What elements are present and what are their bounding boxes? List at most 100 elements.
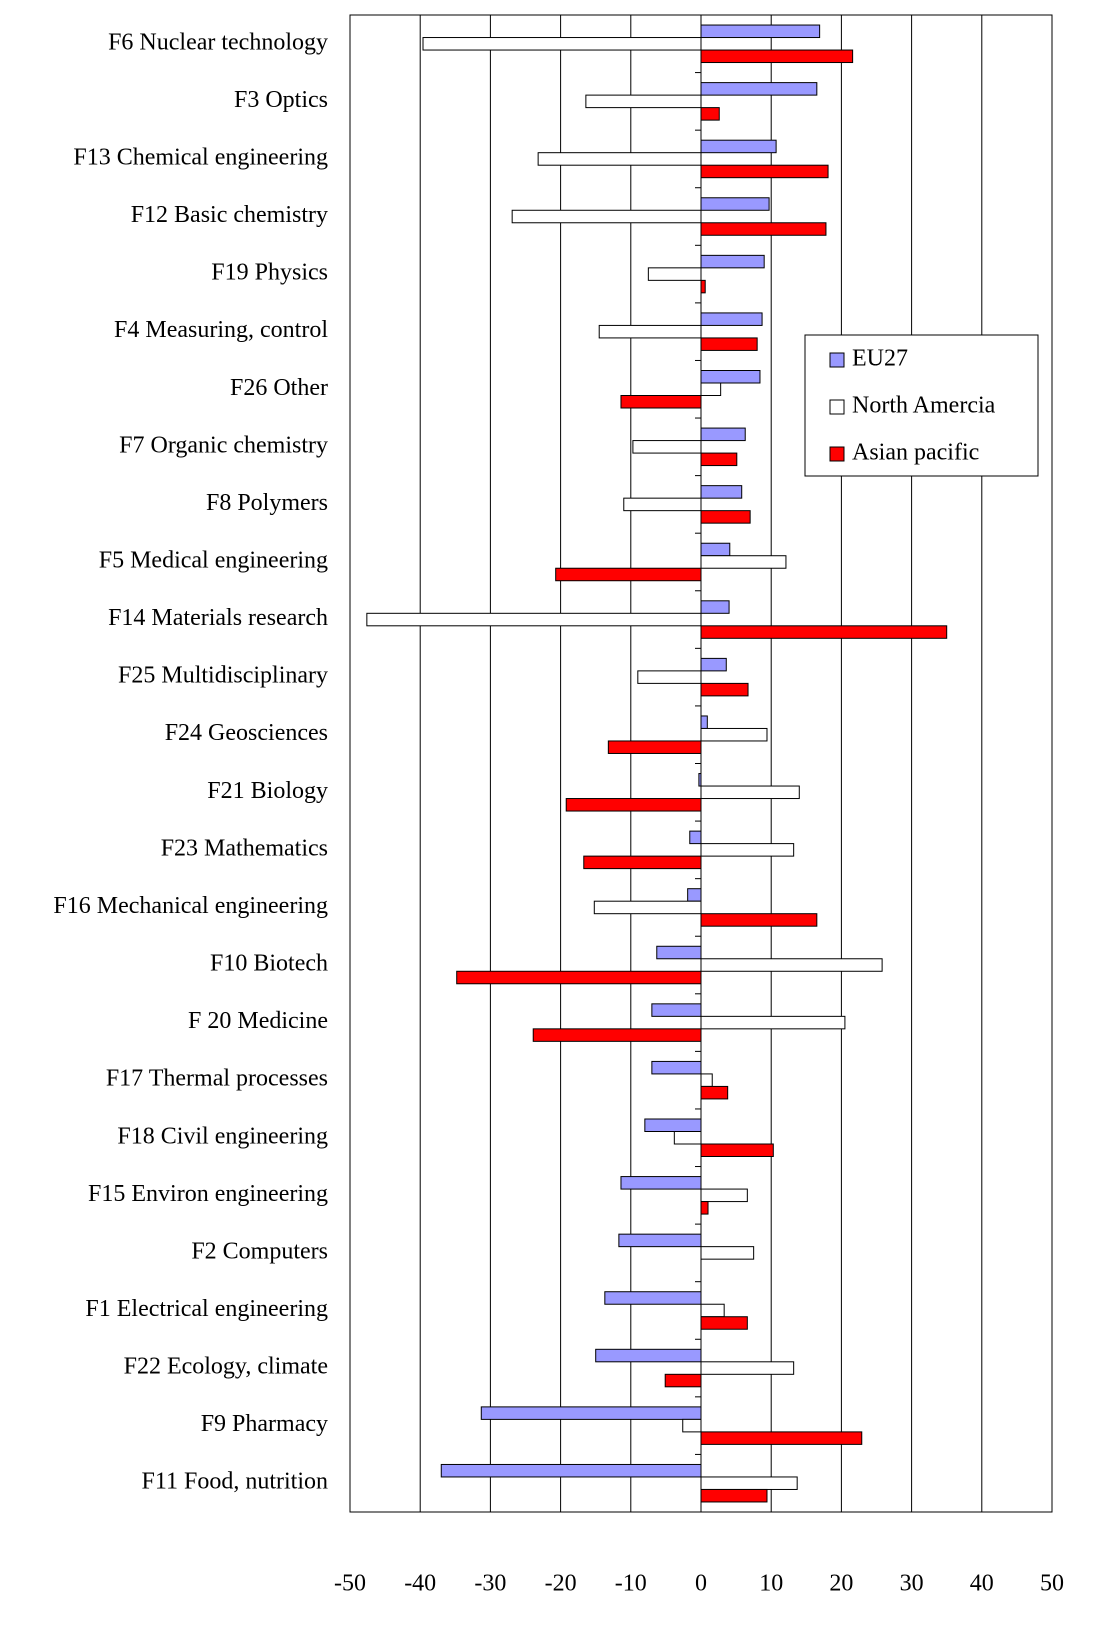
bar [700, 715, 708, 729]
bar [700, 1188, 748, 1203]
bar [700, 1361, 795, 1375]
bar [700, 1488, 768, 1503]
bar [532, 1028, 702, 1042]
y-tick-label: F22 Ecology, climate [124, 1354, 328, 1380]
bar [700, 427, 746, 442]
bar [700, 49, 854, 64]
y-tick-label: F21 Biology [207, 778, 328, 804]
legend-swatch [829, 446, 845, 462]
bar [700, 222, 827, 236]
bar [673, 1131, 702, 1145]
bar [700, 370, 761, 384]
bar [700, 1015, 846, 1030]
bar [366, 612, 702, 627]
bar [700, 1316, 748, 1330]
bar [700, 139, 777, 154]
y-tick-label: F4 Measuring, control [114, 317, 328, 343]
bar [700, 727, 768, 742]
y-tick-label: F24 Geosciences [165, 720, 328, 746]
y-tick-label: F 20 Medicine [188, 1008, 328, 1034]
y-tick-label: F13 Chemical engineering [73, 144, 328, 170]
y-tick-label: F14 Materials research [108, 605, 328, 631]
bar [555, 567, 702, 582]
bar [682, 1418, 702, 1433]
x-tick-label: -20 [545, 1571, 577, 1597]
bar [637, 670, 702, 684]
y-tick-label: F6 Nuclear technology [108, 29, 328, 55]
bar [687, 888, 702, 902]
bar [700, 1073, 713, 1087]
x-tick-label: -10 [615, 1571, 647, 1597]
legend-label: Asian pacific [852, 440, 979, 466]
bar [700, 1085, 729, 1100]
bar [700, 382, 722, 396]
bar [607, 740, 702, 754]
bar [700, 279, 706, 294]
y-tick-label: F3 Optics [234, 87, 328, 113]
bar [689, 830, 702, 845]
bar [700, 312, 763, 326]
bar [598, 324, 702, 339]
y-tick-label: F9 Pharmacy [201, 1411, 328, 1437]
bar [618, 1233, 702, 1248]
x-tick-label: -30 [474, 1571, 506, 1597]
bar [537, 152, 702, 166]
x-tick-label: 30 [900, 1571, 924, 1597]
bar [700, 600, 730, 614]
y-tick-label: F16 Mechanical engineering [53, 893, 328, 919]
bar [700, 843, 795, 857]
bar [700, 254, 765, 269]
bar [700, 1431, 863, 1445]
bar [593, 900, 702, 915]
bar [700, 1143, 774, 1157]
y-tick-label: F23 Mathematics [161, 835, 328, 861]
bar [700, 485, 743, 499]
x-tick-label: -50 [334, 1571, 366, 1597]
legend-label: EU27 [852, 346, 908, 372]
bar [583, 855, 702, 870]
bar [422, 37, 702, 51]
x-tick-label: -40 [404, 1571, 436, 1597]
bar [700, 107, 720, 121]
bar [585, 94, 702, 109]
bar [700, 1303, 725, 1318]
y-tick-label: F12 Basic chemistry [131, 202, 328, 228]
bar [700, 913, 818, 927]
bar [700, 958, 883, 972]
bar [511, 209, 702, 224]
bar [700, 452, 738, 467]
bar [700, 164, 829, 179]
x-tick-label: 10 [759, 1571, 783, 1597]
y-tick-label: F11 Food, nutrition [142, 1469, 328, 1495]
bar [700, 510, 751, 524]
bar [632, 440, 702, 454]
bar [595, 1348, 702, 1363]
bar [664, 1373, 702, 1388]
x-tick-label: 50 [1040, 1571, 1064, 1597]
x-tick-label: 40 [970, 1571, 994, 1597]
legend-label: North Amercia [852, 393, 996, 419]
bar [644, 1118, 702, 1132]
bar [440, 1463, 702, 1478]
bar [700, 542, 731, 557]
bar [700, 785, 800, 800]
bar [620, 1176, 702, 1190]
y-tick-label: F10 Biotech [210, 951, 328, 977]
bar [623, 497, 702, 512]
y-tick-label: F18 Civil engineering [117, 1123, 328, 1149]
y-tick-label: F2 Computers [191, 1238, 328, 1264]
y-tick-label: F7 Organic chemistry [119, 432, 328, 458]
y-tick-label: F1 Electrical engineering [85, 1296, 328, 1322]
bar [647, 267, 702, 281]
y-tick-label: F19 Physics [211, 260, 328, 286]
bar [700, 682, 749, 697]
bar [700, 657, 727, 672]
bar [700, 625, 948, 639]
bar [700, 82, 818, 96]
y-tick-label: F15 Environ engineering [88, 1181, 328, 1207]
y-tick-label: F26 Other [230, 375, 328, 401]
bar [698, 773, 702, 787]
legend-swatch [829, 399, 845, 415]
y-tick-label: F25 Multidisciplinary [118, 663, 328, 689]
